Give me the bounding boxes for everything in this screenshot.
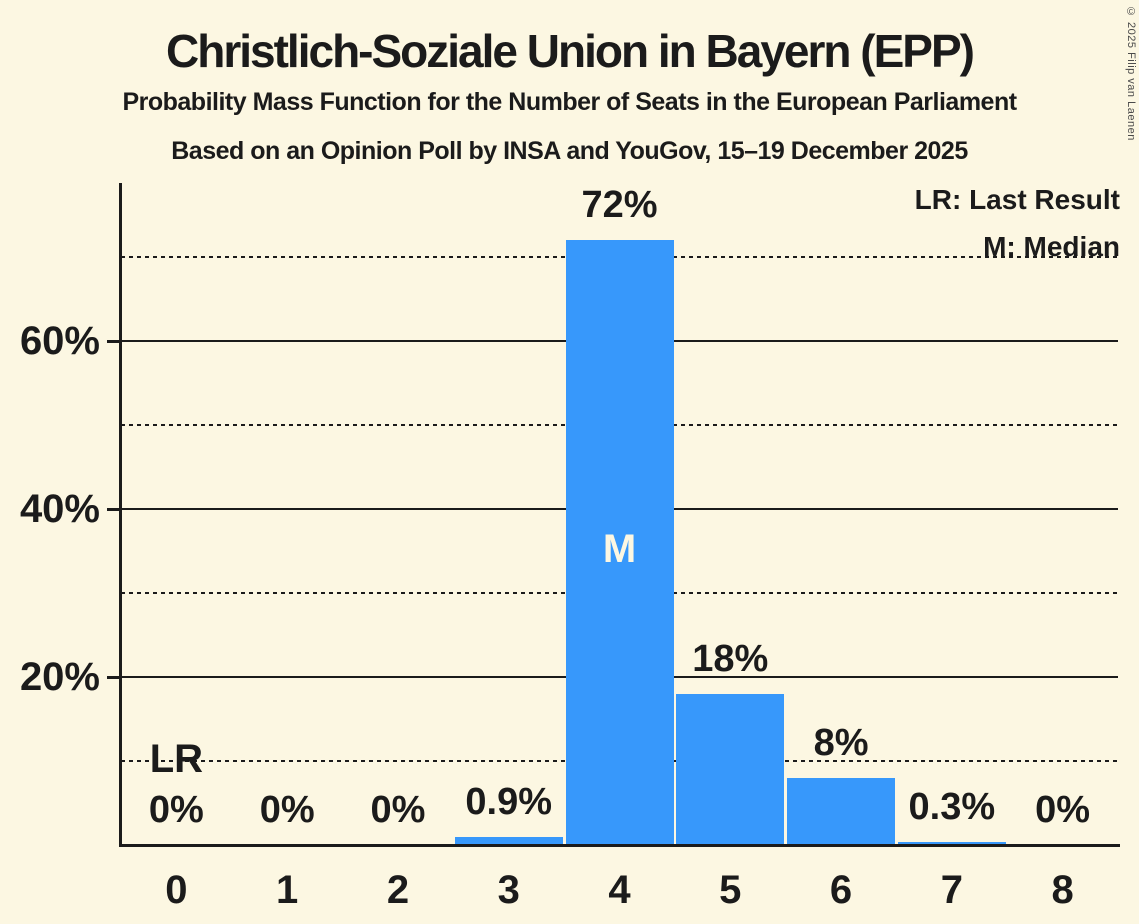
x-axis-label-4: 4 [608, 868, 631, 912]
chart-subtitle-poll-info: Based on an Opinion Poll by INSA and You… [171, 137, 968, 165]
y-tick-mark-20pct [107, 676, 121, 679]
bar-seats-7 [897, 842, 1006, 845]
bar-value-label-4: 72% [581, 184, 658, 227]
bar-seats-4 [565, 240, 674, 845]
copyright-notice: © 2025 Filip van Laenen [1125, 6, 1137, 141]
x-axis-label-6: 6 [829, 868, 853, 912]
y-tick-mark-40pct [107, 508, 121, 511]
chart-subtitle: Probability Mass Function for the Number… [122, 88, 1017, 116]
chart-title: Christlich-Soziale Union in Bayern (EPP) [166, 25, 975, 77]
x-axis-label-0: 0 [165, 868, 188, 912]
x-axis-label-2: 2 [386, 868, 410, 912]
y-axis-label-60pct: 60% [19, 319, 100, 363]
x-axis-line [119, 844, 1120, 847]
bar-value-label-3: 0.9% [465, 781, 553, 824]
legend-last-result: LR: Last Result [914, 184, 1120, 215]
x-axis-label-7: 7 [940, 868, 963, 912]
y-tick-mark-60pct [107, 340, 121, 343]
x-axis-label-5: 5 [719, 868, 742, 912]
y-axis-label-20pct: 20% [19, 655, 100, 699]
legend-median: M: Median [983, 231, 1120, 262]
bar-value-label-7: 0.3% [908, 786, 996, 829]
bar-value-label-2: 0% [370, 789, 426, 831]
bar-seats-5 [676, 693, 785, 845]
bar-seats-6 [787, 777, 896, 845]
x-axis-label-1: 1 [276, 868, 299, 912]
y-axis-line [119, 183, 122, 847]
last-result-marker: LR [149, 737, 204, 781]
bar-value-label-6: 8% [813, 721, 869, 764]
bar-value-label-5: 18% [692, 637, 769, 680]
bar-value-label-1: 0% [259, 789, 315, 831]
x-axis-label-3: 3 [497, 868, 520, 912]
median-marker: M [602, 527, 637, 571]
bar-value-label-8: 0% [1035, 789, 1091, 831]
x-axis-label-8: 8 [1051, 868, 1074, 912]
bar-value-label-0: 0% [148, 789, 204, 831]
bar-seats-3 [454, 837, 563, 845]
y-axis-label-40pct: 40% [19, 487, 100, 531]
